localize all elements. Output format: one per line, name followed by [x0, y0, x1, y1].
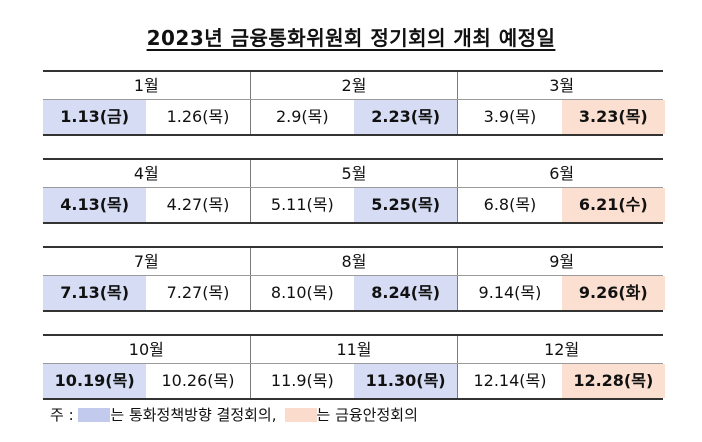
month-date-group: 12.14(목) 12.28(목) — [457, 364, 665, 398]
month-date-group: 4.13(목) 4.27(목) — [43, 188, 250, 222]
financial-stability-meeting-date: 6.21(수) — [561, 188, 665, 222]
financial-stability-label: 는 금융안정회의 — [316, 406, 418, 424]
meeting-date: 1.26(목) — [166, 107, 230, 126]
monetary-policy-meeting-date: 4.13(목) — [43, 188, 147, 222]
date-row: 7.13(목) 7.27(목) 8.10(목) 8.24(목) 9.14(목) 9.26(… — [43, 276, 665, 310]
month-date-group: 9.14(목) 9.26(화) — [457, 276, 665, 310]
month-header: 11월 — [249, 336, 458, 363]
month-date-group: 10.19(목) 10.26(목) — [43, 364, 250, 398]
month-header: 3월 — [457, 72, 665, 99]
meeting-date: 5.11(목) — [270, 195, 334, 214]
date-row: 1.13(금) 1.26(목) 2.9(목) 2.23(목) 3.9(목) 3.23(목) — [43, 100, 665, 134]
month-header: 4월 — [133, 164, 159, 183]
schedule-block: 1월 2월 3월 1.13(금) 1.26(목) 2.9(목) 2.23(목) 3.9(목) 3… — [43, 70, 665, 136]
month-date-group: 11.9(목) 11.30(목) — [249, 364, 458, 398]
financial-stability-meeting-date: 9.26(화) — [561, 276, 665, 310]
schedule-block: 10월 11월 12월 10.19(목) 10.26(목) 11.9(목) 11.30(목)… — [43, 334, 665, 400]
monetary-policy-meeting-date: 1.13(금) — [43, 100, 147, 134]
month-header-row: 4월 5월 6월 — [43, 160, 663, 188]
monetary-policy-meeting-date: 11.30(목) — [353, 364, 458, 398]
meeting-date: 4.27(목) — [166, 195, 230, 214]
schedule-block: 4월 5월 6월 4.13(목) 4.27(목) 5.11(목) 5.25(목) 6.8(목)… — [43, 158, 665, 224]
month-date-group: 2.9(목) 2.23(목) — [249, 100, 458, 134]
meeting-date: 3.9(목) — [483, 107, 537, 126]
month-header-row: 1월 2월 3월 — [43, 72, 663, 100]
month-date-group: 3.9(목) 3.23(목) — [457, 100, 665, 134]
monetary-policy-meeting-date: 10.19(목) — [43, 364, 147, 398]
meeting-date: 11.9(목) — [270, 371, 334, 390]
meeting-date: 9.14(목) — [478, 283, 542, 302]
month-header: 2월 — [249, 72, 458, 99]
financial-stability-swatch — [284, 407, 317, 422]
financial-stability-meeting-date: 3.23(목) — [561, 100, 665, 134]
month-header: 12월 — [457, 336, 665, 363]
month-header: 8월 — [249, 248, 458, 275]
legend-note: 주 : 는 통화정책방향 결정회의, 는 금융안정회의 — [50, 404, 418, 425]
month-header: 9월 — [457, 248, 665, 275]
month-header-row: 7월 8월 9월 — [43, 248, 663, 276]
date-row: 10.19(목) 10.26(목) 11.9(목) 11.30(목) 12.14(목) 1… — [43, 364, 665, 398]
monetary-policy-meeting-date: 5.25(목) — [353, 188, 458, 222]
monetary-policy-meeting-date: 7.13(목) — [43, 276, 147, 310]
month-header: 10월 — [128, 340, 164, 359]
meeting-date: 8.10(목) — [270, 283, 334, 302]
meeting-date: 7.27(목) — [166, 283, 230, 302]
month-date-group: 6.8(목) 6.21(수) — [457, 188, 665, 222]
month-date-group: 7.13(목) 7.27(목) — [43, 276, 250, 310]
meeting-date: 2.9(목) — [275, 107, 329, 126]
meeting-date: 12.14(목) — [473, 371, 547, 390]
meeting-date: 10.26(목) — [161, 371, 235, 390]
monetary-policy-label: 는 통화정책방향 결정회의, — [110, 406, 277, 424]
meeting-date: 6.8(목) — [483, 195, 537, 214]
month-date-group: 8.10(목) 8.24(목) — [249, 276, 458, 310]
month-header-row: 10월 11월 12월 — [43, 336, 663, 364]
monetary-policy-meeting-date: 8.24(목) — [353, 276, 458, 310]
month-header: 6월 — [457, 160, 665, 187]
month-date-group: 5.11(목) 5.25(목) — [249, 188, 458, 222]
month-header: 5월 — [249, 160, 458, 187]
note-prefix: 주 : — [50, 406, 79, 424]
page-title: 2023년 금융통화위원회 정기회의 개최 예정일 — [146, 26, 556, 50]
financial-stability-meeting-date: 12.28(목) — [561, 364, 665, 398]
schedule-block: 7월 8월 9월 7.13(목) 7.27(목) 8.10(목) 8.24(목) 9.14(목… — [43, 246, 665, 312]
date-row: 4.13(목) 4.27(목) 5.11(목) 5.25(목) 6.8(목) 6.21(수… — [43, 188, 665, 222]
monetary-policy-swatch — [78, 407, 111, 422]
month-date-group: 1.13(금) 1.26(목) — [43, 100, 250, 134]
monetary-policy-meeting-date: 2.23(목) — [353, 100, 458, 134]
month-header: 1월 — [133, 76, 159, 95]
month-header: 7월 — [133, 252, 159, 271]
